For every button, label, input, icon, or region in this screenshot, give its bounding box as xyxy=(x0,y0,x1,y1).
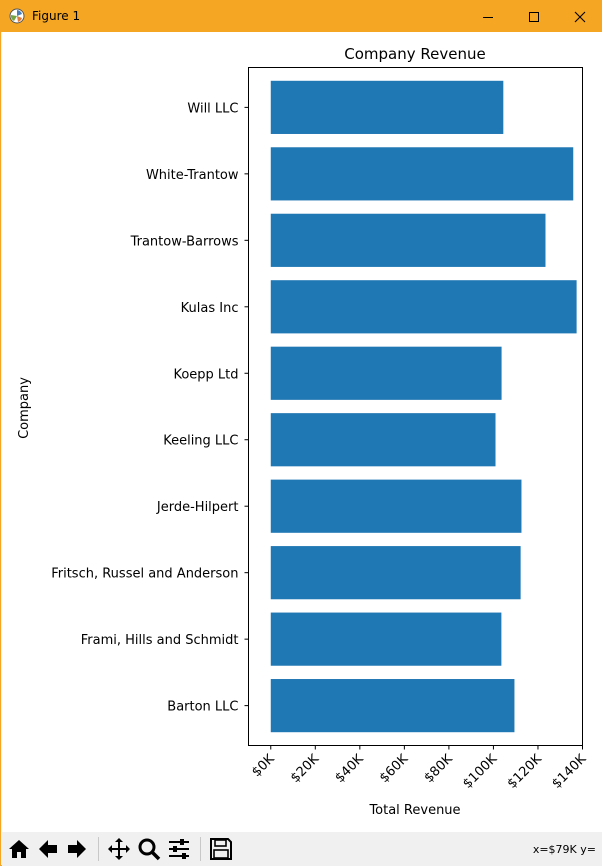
minimize-icon xyxy=(483,16,493,18)
back-icon xyxy=(39,839,57,858)
bar xyxy=(270,413,496,467)
chart-title: Company Revenue xyxy=(344,45,485,63)
close-button[interactable] xyxy=(557,1,602,32)
matplotlib-logo-icon xyxy=(9,8,25,24)
y-tick-label: Will LLC xyxy=(187,101,238,116)
x-tick-label: $40K xyxy=(332,751,367,786)
home-icon xyxy=(9,839,29,858)
close-icon xyxy=(574,11,586,22)
bar xyxy=(270,147,574,201)
y-axis-label: Company xyxy=(17,377,32,439)
bar xyxy=(270,679,515,733)
y-tick-label: White-Trantow xyxy=(146,168,239,183)
save-button[interactable] xyxy=(207,833,235,864)
bar xyxy=(270,213,546,267)
y-tick-label: Barton LLC xyxy=(167,700,238,715)
x-axis-label: Total Revenue xyxy=(368,803,460,818)
bar xyxy=(270,80,504,134)
x-tick-label: $100K xyxy=(460,751,500,791)
x-tick-label: $80K xyxy=(422,751,457,786)
save-icon xyxy=(210,837,232,860)
minimize-button[interactable] xyxy=(465,1,511,32)
bar xyxy=(270,546,521,600)
y-tick-label: Kulas Inc xyxy=(181,301,239,316)
x-tick-label: $0K xyxy=(249,751,278,780)
maximize-button[interactable] xyxy=(511,1,557,32)
pan-button[interactable] xyxy=(105,833,133,864)
maximize-icon xyxy=(529,11,539,22)
forward-icon xyxy=(68,839,86,858)
forward-button[interactable] xyxy=(63,833,91,864)
revenue-chart: Barton LLC Frami, Hills and Schmidt Fritsc… xyxy=(17,45,590,818)
y-tick-label: Keeling LLC xyxy=(163,434,238,449)
y-tick-label: Koepp Ltd xyxy=(173,367,238,382)
configure-subplots-icon xyxy=(169,838,189,859)
x-tick-label: $120K xyxy=(505,751,545,791)
y-tick-label: Frami, Hills and Schmidt xyxy=(81,633,239,648)
toolbar-separator xyxy=(200,837,201,861)
y-tick-label: Jerde-Hilpert xyxy=(156,500,239,515)
bar xyxy=(270,479,522,533)
window-title: Figure 1 xyxy=(32,9,81,23)
zoom-icon xyxy=(138,838,161,860)
bar xyxy=(270,612,502,666)
home-button[interactable] xyxy=(5,833,33,864)
zoom-button[interactable] xyxy=(135,833,163,864)
y-tick-label: Fritsch, Russel and Anderson xyxy=(51,567,238,582)
x-tick-label: $60K xyxy=(377,751,412,786)
figure-canvas[interactable]: Barton LLC Frami, Hills and Schmidt Fritsc… xyxy=(2,32,602,832)
navigation-toolbar: x=$79K y= xyxy=(2,832,602,866)
configure-subplots-button[interactable] xyxy=(165,833,193,864)
title-bar[interactable]: Figure 1 xyxy=(1,1,602,32)
x-tick-label: $20K xyxy=(288,751,323,786)
pan-icon xyxy=(108,837,130,860)
back-button[interactable] xyxy=(34,833,62,864)
toolbar-separator xyxy=(98,837,99,861)
bar xyxy=(270,280,577,334)
y-tick-label: Trantow-Barrows xyxy=(130,234,239,249)
bar xyxy=(270,346,502,400)
cursor-coordinates: x=$79K y= xyxy=(532,843,596,856)
x-tick-label: $140K xyxy=(549,751,589,791)
